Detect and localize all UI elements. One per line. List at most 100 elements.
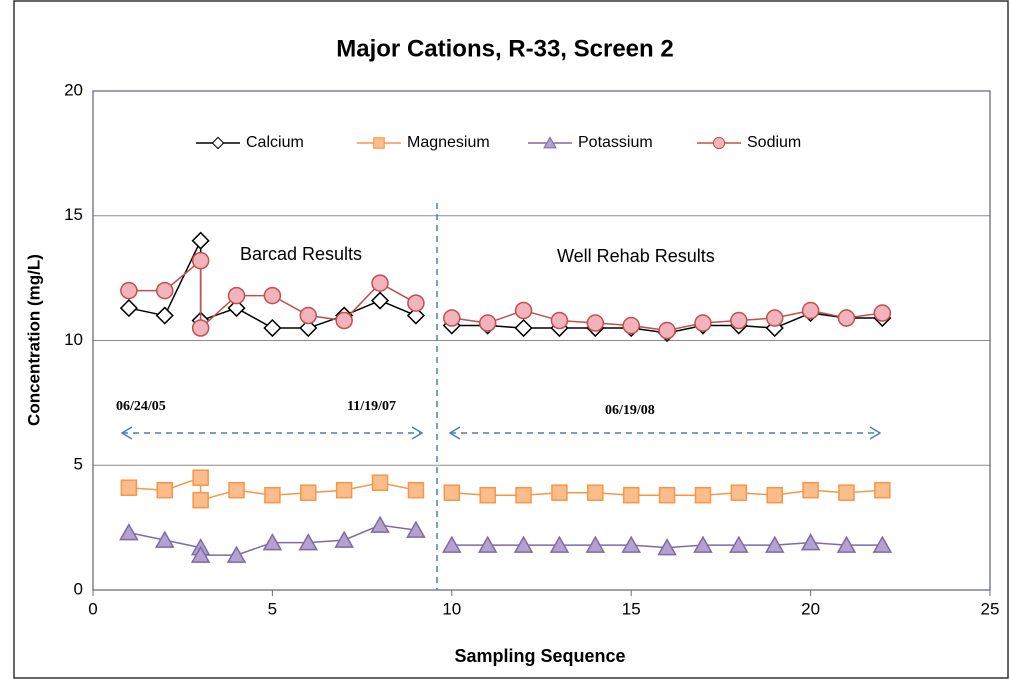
marker [658, 486, 676, 504]
x-tick-label: 20 [801, 599, 820, 618]
marker [802, 481, 819, 499]
y-tick-label: 0 [74, 579, 83, 598]
marker [513, 535, 534, 553]
marker [192, 469, 209, 486]
marker [514, 318, 533, 338]
marker [800, 533, 821, 551]
marker [838, 484, 855, 501]
marker [334, 530, 354, 548]
marker [119, 523, 139, 541]
marker [621, 535, 641, 553]
y-axis-label: Concentration (mg/L) [24, 254, 43, 426]
marker [764, 535, 785, 553]
y-tick-label: 10 [64, 330, 83, 349]
marker [155, 306, 174, 325]
annotation: 06/24/05 [116, 399, 166, 414]
marker [300, 484, 317, 501]
marker [156, 281, 174, 300]
annotation: Barcad Results [240, 244, 362, 264]
marker [443, 309, 461, 327]
arrow-head [120, 426, 424, 440]
chart-title: Major Cations, R-33, Screen 2 [336, 35, 673, 62]
marker [766, 486, 783, 504]
marker [406, 306, 425, 325]
marker [119, 299, 138, 318]
marker [262, 533, 283, 551]
legend-label: Potassium [578, 134, 653, 151]
marker [298, 533, 319, 551]
marker [407, 294, 425, 312]
marker [477, 535, 498, 553]
marker [515, 486, 532, 504]
x-tick-label: 25 [981, 599, 1000, 618]
marker [837, 309, 856, 327]
marker [694, 486, 712, 504]
x-tick-label: 15 [622, 599, 641, 618]
legend-marker [543, 136, 557, 149]
marker [586, 314, 605, 332]
arrow-head [448, 426, 882, 440]
marker [478, 314, 497, 332]
marker [550, 311, 569, 330]
marker [872, 535, 893, 553]
marker [226, 545, 247, 563]
marker [299, 318, 318, 338]
marker [693, 535, 713, 553]
legend-label: Magnesium [407, 134, 490, 151]
marker [514, 301, 533, 320]
marker [264, 486, 281, 504]
chart-border [13, 0, 1009, 679]
marker [263, 318, 282, 338]
marker [479, 486, 496, 504]
marker [730, 484, 748, 501]
marker [190, 545, 211, 563]
legend-marker [712, 136, 726, 150]
legend-marker [373, 137, 385, 149]
marker [191, 251, 210, 270]
marker [156, 481, 174, 499]
legend-marker [211, 136, 225, 150]
annotation: 06/19/08 [605, 403, 655, 418]
x-tick-label: 10 [442, 599, 461, 618]
marker [694, 314, 712, 332]
marker [874, 481, 891, 499]
x-axis-label: Sampling Sequence [454, 646, 625, 666]
marker [622, 486, 640, 504]
marker [585, 535, 606, 553]
marker [836, 535, 857, 553]
marker [442, 535, 462, 553]
marker [729, 535, 749, 553]
marker [191, 319, 210, 337]
marker [192, 491, 209, 509]
marker [658, 321, 676, 340]
marker [227, 299, 246, 318]
marker [335, 311, 353, 330]
annotation: Well Rehab Results [557, 246, 715, 266]
marker [406, 520, 426, 538]
annotation: 11/19/07 [347, 399, 396, 414]
marker [551, 484, 568, 501]
legend-label: Sodium [747, 134, 801, 151]
x-tick-label: 5 [268, 599, 277, 618]
marker [120, 281, 138, 300]
marker [120, 479, 138, 496]
arrows [120, 426, 882, 440]
marker [227, 286, 246, 305]
marker [622, 316, 640, 335]
y-tick-label: 20 [64, 80, 83, 99]
marker [801, 301, 820, 320]
marker [730, 311, 748, 330]
plot-border [92, 90, 991, 591]
y-tick-label: 15 [64, 205, 83, 224]
marker [407, 481, 425, 499]
marker [370, 291, 390, 310]
marker [873, 304, 892, 322]
marker [765, 309, 784, 327]
marker [443, 484, 461, 501]
marker [549, 535, 570, 553]
y-tick-label: 5 [74, 455, 83, 474]
legend-label: Calcium [246, 134, 304, 151]
marker [154, 530, 175, 548]
marker [228, 481, 245, 499]
